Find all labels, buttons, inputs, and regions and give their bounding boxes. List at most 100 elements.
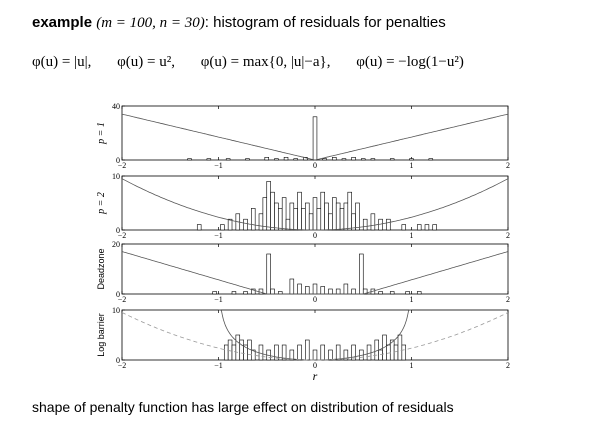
example-params: (m = 100, n = 30) (96, 15, 205, 31)
y-tick-label: 20 (112, 240, 120, 249)
histogram-bar (305, 286, 310, 295)
y-tick-label: 40 (112, 102, 120, 111)
x-tick-label: 0 (313, 361, 317, 370)
histogram-bar (343, 283, 349, 295)
histogram-bar (401, 344, 407, 361)
x-tick-label: 1 (410, 295, 414, 304)
histogram-bar (351, 288, 356, 295)
x-axis-label: r (313, 369, 318, 383)
histogram-bar (243, 218, 248, 231)
x-tick-label: 0 (313, 161, 317, 170)
histogram-bar (293, 208, 298, 231)
histogram-bar (231, 344, 237, 361)
histogram-bar (424, 224, 430, 231)
histogram-bar (305, 339, 310, 361)
histogram-bar (293, 158, 298, 161)
histogram-bar (305, 202, 310, 231)
histogram-bar (332, 157, 337, 161)
histogram-bar (347, 191, 352, 231)
x-tick-label: 0 (313, 295, 317, 304)
y-axis-label: p = 1 (96, 122, 107, 145)
histogram-bar (343, 349, 349, 361)
histogram-bar (320, 286, 325, 295)
histogram-bar (231, 291, 237, 295)
y-tick-label: 0 (116, 356, 120, 365)
histogram-bar (324, 202, 329, 231)
histogram-bar (339, 208, 345, 231)
histogram-bar (206, 158, 212, 161)
histogram-bar (370, 158, 376, 161)
histogram-bar (351, 344, 356, 361)
histogram-bar (258, 344, 264, 361)
histogram-bar (343, 202, 349, 231)
histogram-bar (389, 158, 395, 161)
histogram-bar (378, 349, 383, 361)
histogram-bar (401, 224, 407, 231)
y-tick-label: 0 (116, 156, 120, 165)
histogram-bar (355, 202, 360, 231)
histogram-bar (312, 283, 318, 295)
histogram-bar (251, 208, 256, 231)
x-tick-label: −1 (214, 231, 223, 240)
x-tick-label: −1 (214, 361, 223, 370)
histogram-bar (428, 158, 434, 161)
x-tick-label: 2 (506, 231, 510, 240)
histogram-bar (320, 344, 325, 361)
histogram-bar (386, 218, 391, 231)
reference-curve (121, 312, 509, 361)
formula-deadzone: φ(u) = max{0, |u|−a}, (200, 54, 331, 70)
histogram-bar (297, 344, 302, 361)
x-tick-label: −2 (118, 231, 127, 240)
histogram-bar (301, 208, 306, 231)
histogram-bar (264, 157, 269, 161)
formula-logbarrier: φ(u) = −log(1−u²) (356, 54, 464, 70)
histogram-bar (274, 158, 279, 161)
histogram-bar (393, 344, 399, 361)
y-axis-label: p = 2 (96, 192, 107, 215)
x-tick-label: −2 (118, 161, 127, 170)
histogram-bar (328, 349, 333, 361)
histogram-bar (281, 344, 287, 361)
x-tick-label: 1 (410, 161, 414, 170)
histogram-bar (405, 291, 410, 295)
y-tick-label: 10 (112, 172, 120, 181)
x-tick-label: 2 (506, 161, 510, 170)
histogram-bar (220, 224, 225, 231)
histogram-bar (289, 278, 295, 295)
histogram-bar (243, 291, 248, 295)
histogram-bar (332, 197, 337, 231)
histogram-bar (328, 288, 333, 295)
histogram-bar (335, 288, 341, 295)
histogram-bar (312, 349, 318, 361)
y-axis-label: Log barrier (96, 313, 106, 357)
histogram-bar (328, 213, 333, 231)
histogram-bar (278, 208, 283, 231)
x-tick-label: 1 (410, 361, 414, 370)
histogram-bar (362, 288, 368, 295)
histogram-bar (239, 339, 244, 361)
histogram-bar (432, 224, 437, 231)
histogram-bar (335, 202, 341, 231)
histogram-bar (312, 116, 318, 161)
histogram-bar (187, 158, 192, 161)
histogram-bar (251, 288, 256, 295)
example-word: example (32, 14, 93, 31)
histogram-bar (225, 158, 231, 161)
formula-square: φ(u) = u², (117, 54, 175, 70)
histogram-bar (322, 158, 327, 161)
y-tick-label: 0 (116, 226, 120, 235)
x-tick-label: −2 (118, 361, 127, 370)
formula-abs: φ(u) = |u|, (32, 54, 92, 70)
histogram-bar (370, 213, 376, 231)
penalty-formulas: φ(u) = |u|, φ(u) = u², φ(u) = max{0, |u|… (32, 54, 486, 71)
histogram-bar (270, 191, 275, 231)
x-tick-label: −1 (214, 161, 223, 170)
histogram-bar (362, 218, 368, 231)
histogram-bar (351, 157, 356, 161)
histogram-bar (359, 253, 364, 295)
histogram-bar (297, 191, 302, 231)
histogram-bar (341, 158, 347, 161)
histogram-bar (227, 218, 233, 231)
penalty-curve (121, 178, 509, 231)
